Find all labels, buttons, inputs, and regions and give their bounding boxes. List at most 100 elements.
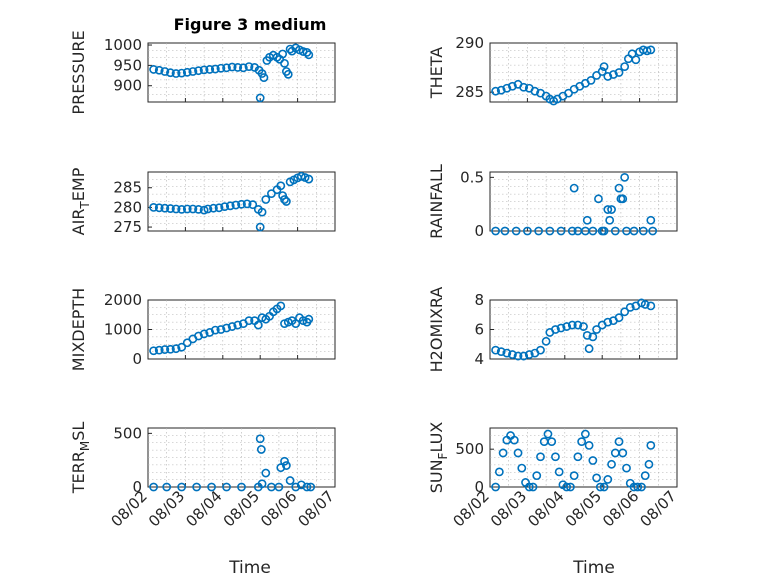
data-point-pressure <box>154 65 164 75</box>
data-point-air-temp <box>304 174 314 184</box>
data-point-air-temp <box>242 199 252 209</box>
data-point-terr-msl <box>280 456 289 466</box>
data-point-air-temp <box>225 201 235 211</box>
data-point-theta <box>530 86 540 96</box>
data-point-mixdepth <box>233 320 243 330</box>
data-point-sun-flux <box>536 452 545 462</box>
data-point-sun-flux <box>595 482 605 492</box>
data-point-theta <box>631 55 641 65</box>
data-point-h2omixra <box>551 325 560 334</box>
data-point-mixdepth <box>244 316 254 326</box>
x-tick-label: 08/02 <box>450 487 493 530</box>
data-point-air-temp <box>257 207 267 217</box>
data-point-rainfall <box>588 226 598 236</box>
data-point-h2omixra <box>562 322 572 331</box>
data-point-pressure <box>205 65 215 74</box>
data-point-mixdepth <box>199 329 209 339</box>
data-point-sun-flux <box>646 440 656 450</box>
y-tick-label: 1000 <box>104 321 142 339</box>
data-point-sun-flux <box>494 467 504 477</box>
data-point-theta <box>502 83 512 93</box>
data-point-rainfall <box>545 226 555 236</box>
data-point-sun-flux <box>551 452 560 462</box>
data-point-pressure <box>280 58 289 68</box>
data-point-h2omixra <box>584 344 594 354</box>
data-point-theta <box>599 62 609 71</box>
data-point-sun-flux <box>532 471 542 481</box>
x-tick-label: 08/07 <box>637 487 680 530</box>
data-point-rainfall <box>648 226 658 236</box>
data-point-pressure <box>278 49 288 59</box>
data-point-h2omixra <box>573 320 583 330</box>
x-axis-label-left: Time <box>228 558 271 578</box>
data-point-air-temp <box>166 204 175 213</box>
data-point-theta <box>508 81 517 91</box>
data-point-terr-msl <box>256 445 266 454</box>
subplot-mixdepth: 0 1000 2000 MIXDEPTH <box>69 288 336 371</box>
data-point-air-temp <box>194 204 203 214</box>
y-tick-label: 0 <box>474 222 484 240</box>
data-point-pressure <box>257 69 267 78</box>
data-point-theta <box>642 46 652 56</box>
data-point-rainfall <box>638 226 648 236</box>
y-tick-label: 285 <box>113 179 142 197</box>
data-point-rainfall <box>629 226 639 236</box>
data-point-mixdepth <box>216 325 226 334</box>
data-point-sun-flux <box>513 448 523 458</box>
x-tick-label: 08/06 <box>599 487 642 530</box>
data-point-pressure <box>233 63 243 72</box>
data-point-terr-msl <box>207 482 216 492</box>
data-point-theta <box>496 85 506 95</box>
data-point-h2omixra <box>524 350 534 359</box>
data-point-air-temp <box>231 200 241 210</box>
data-point-pressure <box>238 63 248 73</box>
data-point-rainfall <box>610 226 620 236</box>
data-point-rainfall <box>620 172 630 182</box>
data-point-mixdepth <box>253 320 263 330</box>
x-tick-label: 08/06 <box>257 487 300 530</box>
data-point-sun-flux <box>603 475 613 484</box>
y-tick-label: 2000 <box>104 291 142 309</box>
data-point-terr-msl <box>302 482 312 492</box>
data-point-sun-flux <box>584 440 594 450</box>
data-point-sun-flux <box>498 448 508 458</box>
data-point-sun-flux <box>607 459 616 469</box>
x-tick-label: 08/07 <box>295 487 338 530</box>
y-tick-label: 4 <box>474 350 484 368</box>
data-point-sun-flux <box>618 448 628 458</box>
data-point-air-temp <box>199 205 209 215</box>
y-tick-label: 500 <box>113 424 142 442</box>
data-point-h2omixra <box>579 322 588 331</box>
data-point-theta <box>491 86 501 96</box>
data-point-terr-msl <box>257 479 267 489</box>
data-point-air-temp <box>276 181 286 191</box>
y-tick-label: 900 <box>113 77 142 95</box>
y-tick-label: 1000 <box>104 36 142 54</box>
data-point-air-temp <box>214 203 224 213</box>
data-point-rainfall <box>607 205 616 214</box>
data-point-sun-flux <box>517 463 527 473</box>
data-point-air-temp <box>261 195 271 204</box>
data-point-sun-flux <box>637 482 646 492</box>
x-tick-label: 08/03 <box>487 487 530 530</box>
data-point-pressure <box>182 67 192 77</box>
data-point-sun-flux <box>577 437 587 447</box>
data-point-mixdepth <box>304 314 314 324</box>
data-point-rainfall <box>603 205 613 214</box>
data-point-air-temp <box>280 195 289 204</box>
y-tick-label: 280 <box>113 198 142 216</box>
data-point-pressure <box>216 63 226 73</box>
data-point-pressure <box>244 62 254 71</box>
data-point-sun-flux <box>554 467 564 477</box>
data-point-air-temp <box>188 204 198 214</box>
data-point-theta <box>609 70 618 79</box>
data-point-h2omixra <box>491 345 501 355</box>
y-tick-label: 275 <box>113 218 142 236</box>
data-point-mixdepth <box>194 331 203 341</box>
data-point-sun-flux <box>524 482 534 492</box>
data-point-sun-flux <box>614 437 624 447</box>
data-point-sun-flux <box>547 437 557 447</box>
y-tick-label: 950 <box>113 56 142 74</box>
